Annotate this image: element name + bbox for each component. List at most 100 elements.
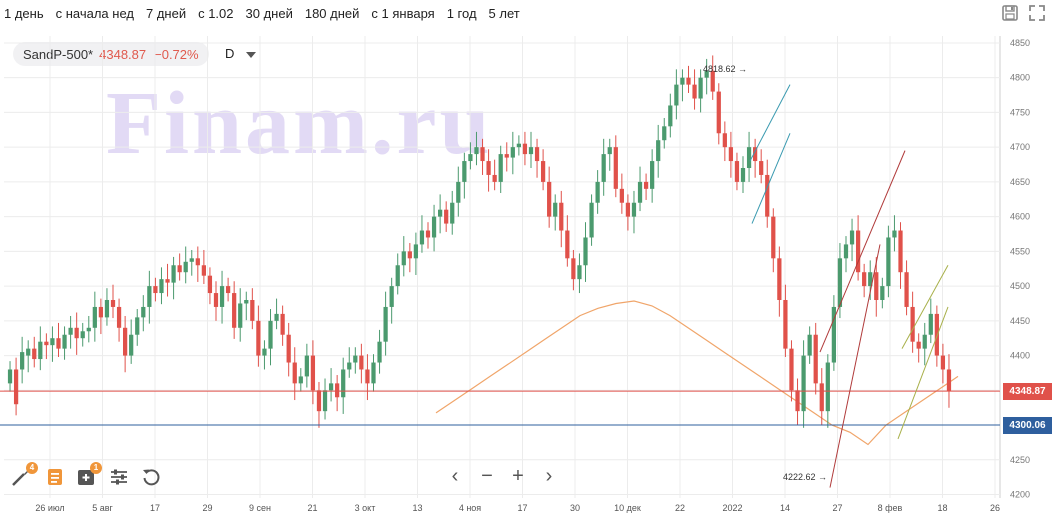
- scroll-left-button[interactable]: ‹: [451, 465, 459, 487]
- trend-line: [749, 84, 791, 162]
- candle-body: [577, 265, 582, 280]
- candle-body: [716, 91, 721, 134]
- candle-body: [256, 320, 261, 356]
- interval-dropdown-icon[interactable]: [246, 52, 256, 58]
- candle-body: [474, 147, 479, 155]
- zoom-out-button[interactable]: −: [481, 465, 493, 487]
- candle-body: [492, 174, 497, 182]
- fullscreen-icon[interactable]: [1028, 4, 1046, 22]
- period-ytd[interactable]: с 1 января: [371, 6, 435, 21]
- candle-body: [135, 317, 140, 335]
- period-30d[interactable]: 30 дней: [245, 6, 293, 21]
- candle-body: [310, 355, 316, 391]
- candle-body: [116, 306, 122, 328]
- candle-body: [232, 293, 237, 328]
- candle-body: [383, 306, 388, 342]
- period-since-0102[interactable]: с 1.02: [198, 6, 234, 21]
- candle-body: [268, 320, 273, 349]
- candle-body: [371, 362, 376, 384]
- x-tick-label: 26 июл: [35, 503, 64, 513]
- candle-body: [207, 275, 213, 294]
- candle-body: [940, 355, 946, 370]
- candle-body: [444, 209, 449, 224]
- candle-body: [395, 265, 400, 287]
- candle-body: [625, 202, 631, 217]
- candle-body: [837, 258, 843, 307]
- period-5y[interactable]: 5 лет: [488, 6, 520, 21]
- x-tick-label: 27: [832, 503, 842, 513]
- trend-line: [901, 265, 949, 349]
- candle-body: [522, 143, 528, 155]
- candle-body: [819, 383, 824, 412]
- settings-sliders-icon[interactable]: [108, 466, 130, 488]
- x-tick-label: 29: [202, 503, 212, 513]
- trend-line: [829, 244, 881, 488]
- period-7d[interactable]: 7 дней: [145, 6, 187, 21]
- interval-label[interactable]: D: [225, 46, 235, 61]
- candle-body: [795, 390, 800, 412]
- candle-body: [710, 70, 715, 92]
- instrument-legend[interactable]: SandP-500* 4348.87 −0.72%: [13, 42, 209, 66]
- y-tick-label: 4450: [1010, 316, 1030, 326]
- candle-body: [129, 334, 134, 356]
- zoom-in-button[interactable]: +: [512, 465, 524, 487]
- candle-body: [238, 303, 243, 328]
- candle-body: [68, 327, 73, 335]
- save-icon[interactable]: [1001, 4, 1019, 22]
- ticker-change: −0.72%: [154, 46, 199, 62]
- candle-body: [13, 369, 19, 405]
- candle-body: [462, 161, 467, 182]
- reset-icon[interactable]: [140, 466, 162, 488]
- candle-body: [934, 313, 939, 356]
- candle-body: [201, 265, 206, 276]
- candle-body: [704, 70, 709, 78]
- candle-body: [225, 286, 231, 294]
- candle-body: [486, 161, 491, 175]
- x-tick-label: 13: [412, 503, 422, 513]
- scroll-right-button[interactable]: ›: [545, 465, 553, 487]
- candle-body: [831, 306, 836, 363]
- period-180d[interactable]: 180 дней: [304, 6, 360, 21]
- trend-line: [819, 150, 906, 353]
- high-annotation: 4818.62 →: [703, 64, 747, 74]
- candle-body: [843, 244, 849, 259]
- candle-body: [886, 237, 891, 287]
- candle-body: [728, 147, 734, 162]
- indicators-icon[interactable]: [76, 466, 98, 488]
- y-tick-label: 4500: [1010, 281, 1030, 291]
- candle-body: [431, 216, 437, 238]
- ticker-name: SandP-500*: [23, 46, 94, 62]
- notes-icon[interactable]: [44, 466, 66, 488]
- candle-body: [177, 265, 182, 273]
- candle-body: [38, 341, 43, 360]
- x-tick-label: 5 авг: [92, 503, 113, 513]
- candle-body: [862, 272, 867, 287]
- period-week-to-date[interactable]: с начала нед: [55, 6, 134, 21]
- candle-body: [298, 376, 303, 384]
- candle-body: [783, 300, 788, 349]
- candle-body: [377, 341, 382, 363]
- candle-body: [56, 338, 61, 349]
- candle-body: [7, 369, 13, 384]
- candle-body: [813, 334, 818, 384]
- y-tick-label: 4700: [1010, 142, 1030, 152]
- period-1d[interactable]: 1 день: [4, 6, 44, 21]
- period-1y[interactable]: 1 год: [446, 6, 477, 21]
- candle-body: [413, 244, 419, 259]
- candle-body: [341, 369, 346, 398]
- moving-average-line: [435, 300, 959, 446]
- y-tick-label: 4550: [1010, 246, 1030, 256]
- candle-body: [407, 251, 412, 259]
- candle-body: [389, 286, 394, 307]
- candle-body: [643, 181, 649, 189]
- x-tick-label: 22: [675, 503, 685, 513]
- candle-body: [662, 126, 667, 141]
- candle-body: [734, 161, 740, 182]
- candle-body: [62, 334, 67, 349]
- candle-body: [110, 300, 116, 307]
- candle-body: [480, 147, 485, 162]
- y-tick-label: 4600: [1010, 212, 1030, 222]
- candle-body: [20, 352, 25, 370]
- x-tick-label: 30: [570, 503, 580, 513]
